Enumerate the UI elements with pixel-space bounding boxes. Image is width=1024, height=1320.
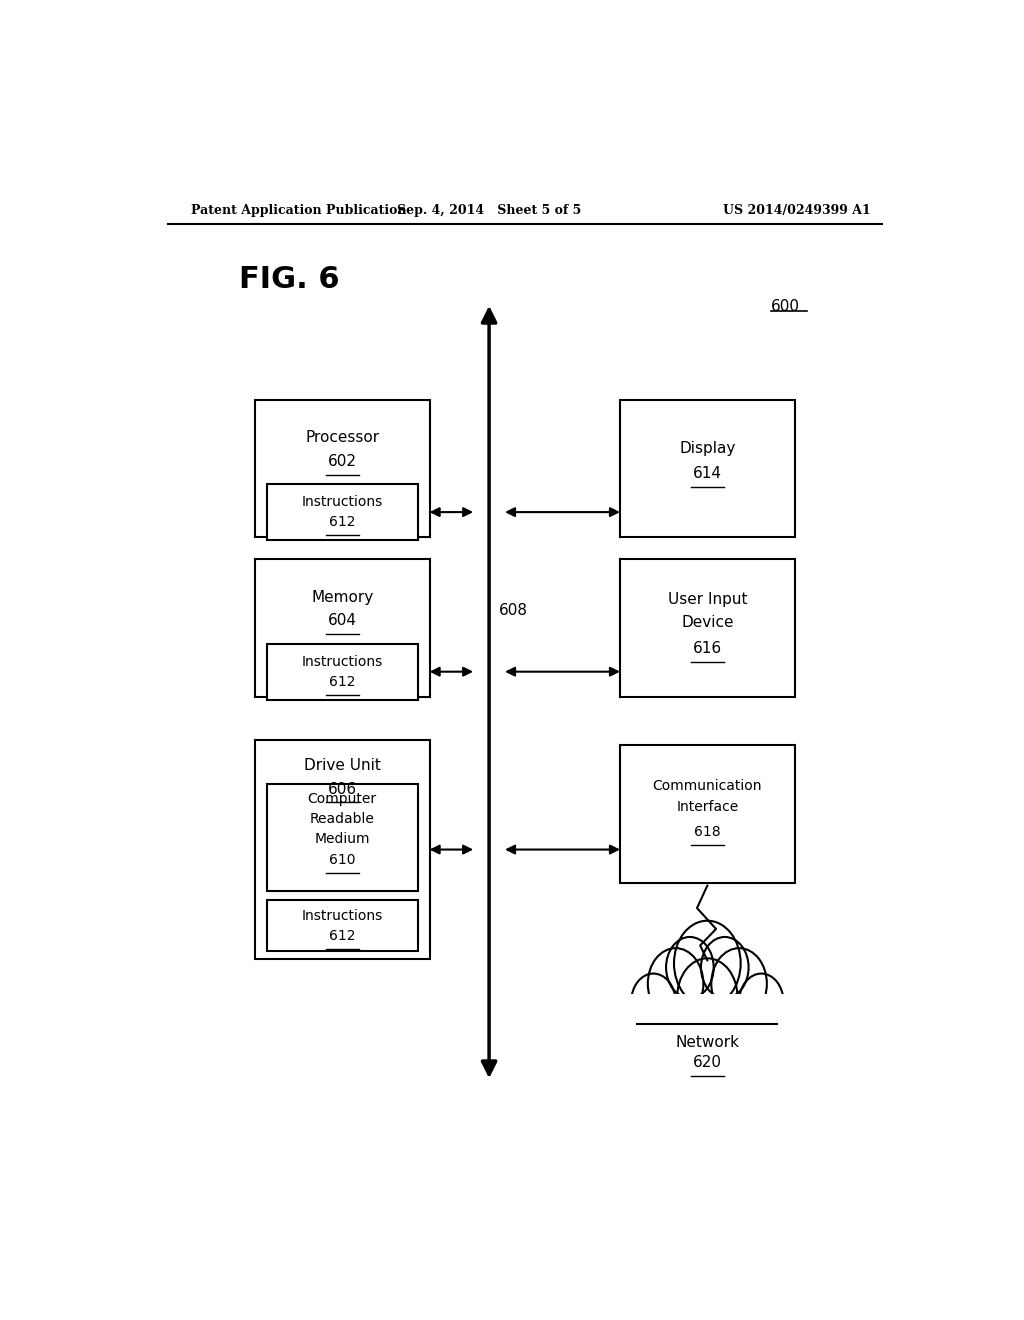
Circle shape bbox=[631, 974, 676, 1031]
Text: 604: 604 bbox=[328, 614, 356, 628]
Bar bbox=[620, 746, 795, 883]
Text: User Input: User Input bbox=[668, 591, 748, 607]
Text: Readable: Readable bbox=[310, 812, 375, 826]
Text: 618: 618 bbox=[694, 825, 721, 840]
Text: 602: 602 bbox=[328, 454, 356, 469]
Bar bbox=[267, 900, 418, 952]
Text: 616: 616 bbox=[693, 640, 722, 656]
Text: Network: Network bbox=[676, 1035, 739, 1051]
Text: Patent Application Publication: Patent Application Publication bbox=[191, 205, 407, 216]
Text: 606: 606 bbox=[328, 781, 356, 796]
Text: Drive Unit: Drive Unit bbox=[304, 758, 381, 774]
Circle shape bbox=[701, 937, 749, 998]
Text: Device: Device bbox=[681, 615, 733, 631]
Bar bbox=[620, 560, 795, 697]
Text: US 2014/0249399 A1: US 2014/0249399 A1 bbox=[723, 205, 871, 216]
Bar bbox=[267, 484, 418, 540]
Bar bbox=[267, 644, 418, 700]
Text: Sep. 4, 2014   Sheet 5 of 5: Sep. 4, 2014 Sheet 5 of 5 bbox=[397, 205, 582, 216]
Bar bbox=[620, 994, 795, 1040]
Bar bbox=[620, 400, 795, 537]
Circle shape bbox=[666, 937, 714, 998]
Circle shape bbox=[674, 921, 740, 1006]
Text: FIG. 6: FIG. 6 bbox=[240, 265, 340, 294]
Text: 612: 612 bbox=[329, 515, 355, 529]
Text: Instructions: Instructions bbox=[302, 908, 383, 923]
Bar bbox=[255, 400, 430, 537]
Text: Instructions: Instructions bbox=[302, 495, 383, 510]
Text: Medium: Medium bbox=[314, 833, 370, 846]
Text: 600: 600 bbox=[771, 298, 800, 314]
Bar bbox=[255, 741, 430, 958]
Text: Interface: Interface bbox=[676, 800, 738, 814]
Text: Computer: Computer bbox=[307, 792, 377, 805]
Text: 610: 610 bbox=[329, 853, 355, 867]
Text: Memory: Memory bbox=[311, 590, 374, 605]
Text: Processor: Processor bbox=[305, 430, 379, 445]
Circle shape bbox=[648, 948, 703, 1019]
Bar bbox=[267, 784, 418, 891]
Text: 614: 614 bbox=[693, 466, 722, 480]
Text: Communication: Communication bbox=[652, 779, 762, 792]
Text: Display: Display bbox=[679, 441, 735, 455]
Bar bbox=[255, 560, 430, 697]
Text: 620: 620 bbox=[693, 1056, 722, 1071]
Text: 612: 612 bbox=[329, 675, 355, 689]
Circle shape bbox=[712, 948, 767, 1019]
Text: Instructions: Instructions bbox=[302, 655, 383, 668]
Text: 608: 608 bbox=[499, 603, 527, 618]
Circle shape bbox=[739, 974, 783, 1031]
Text: 612: 612 bbox=[329, 929, 355, 942]
Circle shape bbox=[677, 958, 737, 1036]
